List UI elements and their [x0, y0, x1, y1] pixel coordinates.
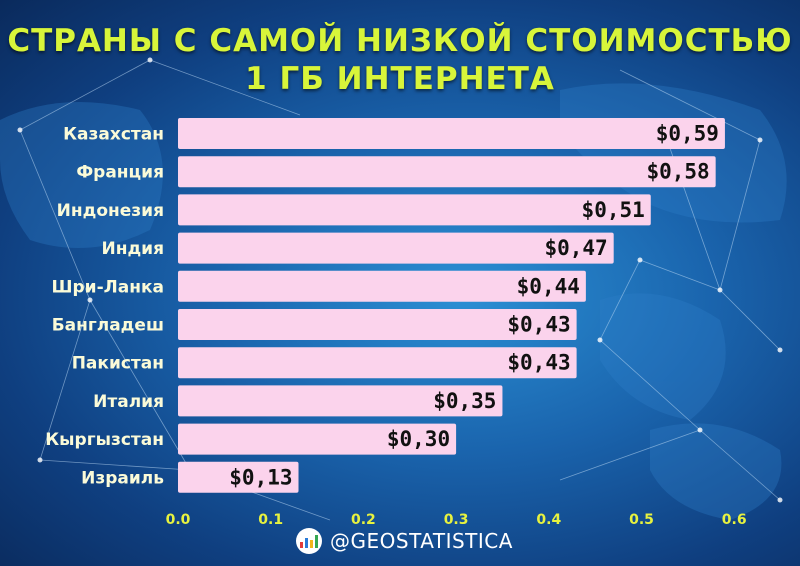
- bars-layer: [178, 118, 725, 493]
- bar: [178, 385, 503, 417]
- value-label: $0,43: [507, 313, 570, 337]
- category-label: Индонезия: [57, 201, 164, 221]
- value-label: $0,30: [387, 427, 450, 451]
- bar: [178, 118, 725, 149]
- bar: [178, 423, 457, 455]
- network-lines: [19, 59, 781, 521]
- category-label: Кыргызстан: [45, 430, 164, 450]
- x-tick-label: 0.5: [629, 512, 654, 528]
- x-tick-label: 0.1: [258, 512, 283, 528]
- x-tick-label: 0.6: [722, 512, 747, 528]
- x-tick-label: 0.0: [166, 512, 191, 528]
- x-axis-ticks: 0.0 0.1 0.2 0.3 0.4 0.5 0.6: [166, 512, 747, 528]
- category-label: Италия: [93, 392, 164, 412]
- x-tick-label: 0.2: [351, 512, 376, 528]
- category-labels: Казахстан Франция Индонезия Индия Шри-Ланка Б…: [45, 125, 164, 489]
- category-label: Израиль: [81, 468, 164, 488]
- value-label: $0,59: [656, 122, 719, 146]
- category-label: Индия: [101, 239, 164, 259]
- bar-chart-logo-icon: [296, 528, 322, 554]
- bar: [178, 461, 299, 493]
- bar: [178, 270, 586, 302]
- bar: [178, 347, 577, 379]
- value-label: $0,44: [517, 274, 580, 298]
- value-label: $0,51: [582, 198, 645, 222]
- category-label: Пакистан: [72, 354, 164, 374]
- chart-title-line-2: 1 ГБ ИНТЕРНЕТА: [245, 61, 555, 97]
- value-label: $0,58: [646, 160, 709, 184]
- brand-watermark: @GEOSTATISTICA: [296, 528, 513, 554]
- value-label: $0,13: [229, 465, 292, 489]
- category-label: Шри-Ланка: [52, 277, 164, 297]
- x-tick-label: 0.3: [444, 512, 469, 528]
- category-label: Франция: [76, 163, 164, 183]
- bar: [178, 309, 577, 340]
- value-label: $0,35: [433, 389, 496, 413]
- bar: [178, 232, 614, 264]
- brand-handle: @GEOSTATISTICA: [330, 529, 513, 553]
- value-label: $0,43: [507, 351, 570, 375]
- category-label: Казахстан: [63, 125, 164, 145]
- value-labels: $0,59 $0,58$0,51 $0,47 $0,44 $0,43 $0,43 $0,35…: [229, 122, 719, 490]
- value-label: $0,47: [544, 236, 607, 260]
- bar: [178, 156, 716, 188]
- chart-title-line-1: СТРАНЫ С САМОЙ НИЗКОЙ СТОИМОСТЬЮ: [7, 23, 793, 59]
- category-label: Бангладеш: [52, 316, 164, 336]
- x-tick-label: 0.4: [536, 512, 561, 528]
- bar: [178, 194, 651, 226]
